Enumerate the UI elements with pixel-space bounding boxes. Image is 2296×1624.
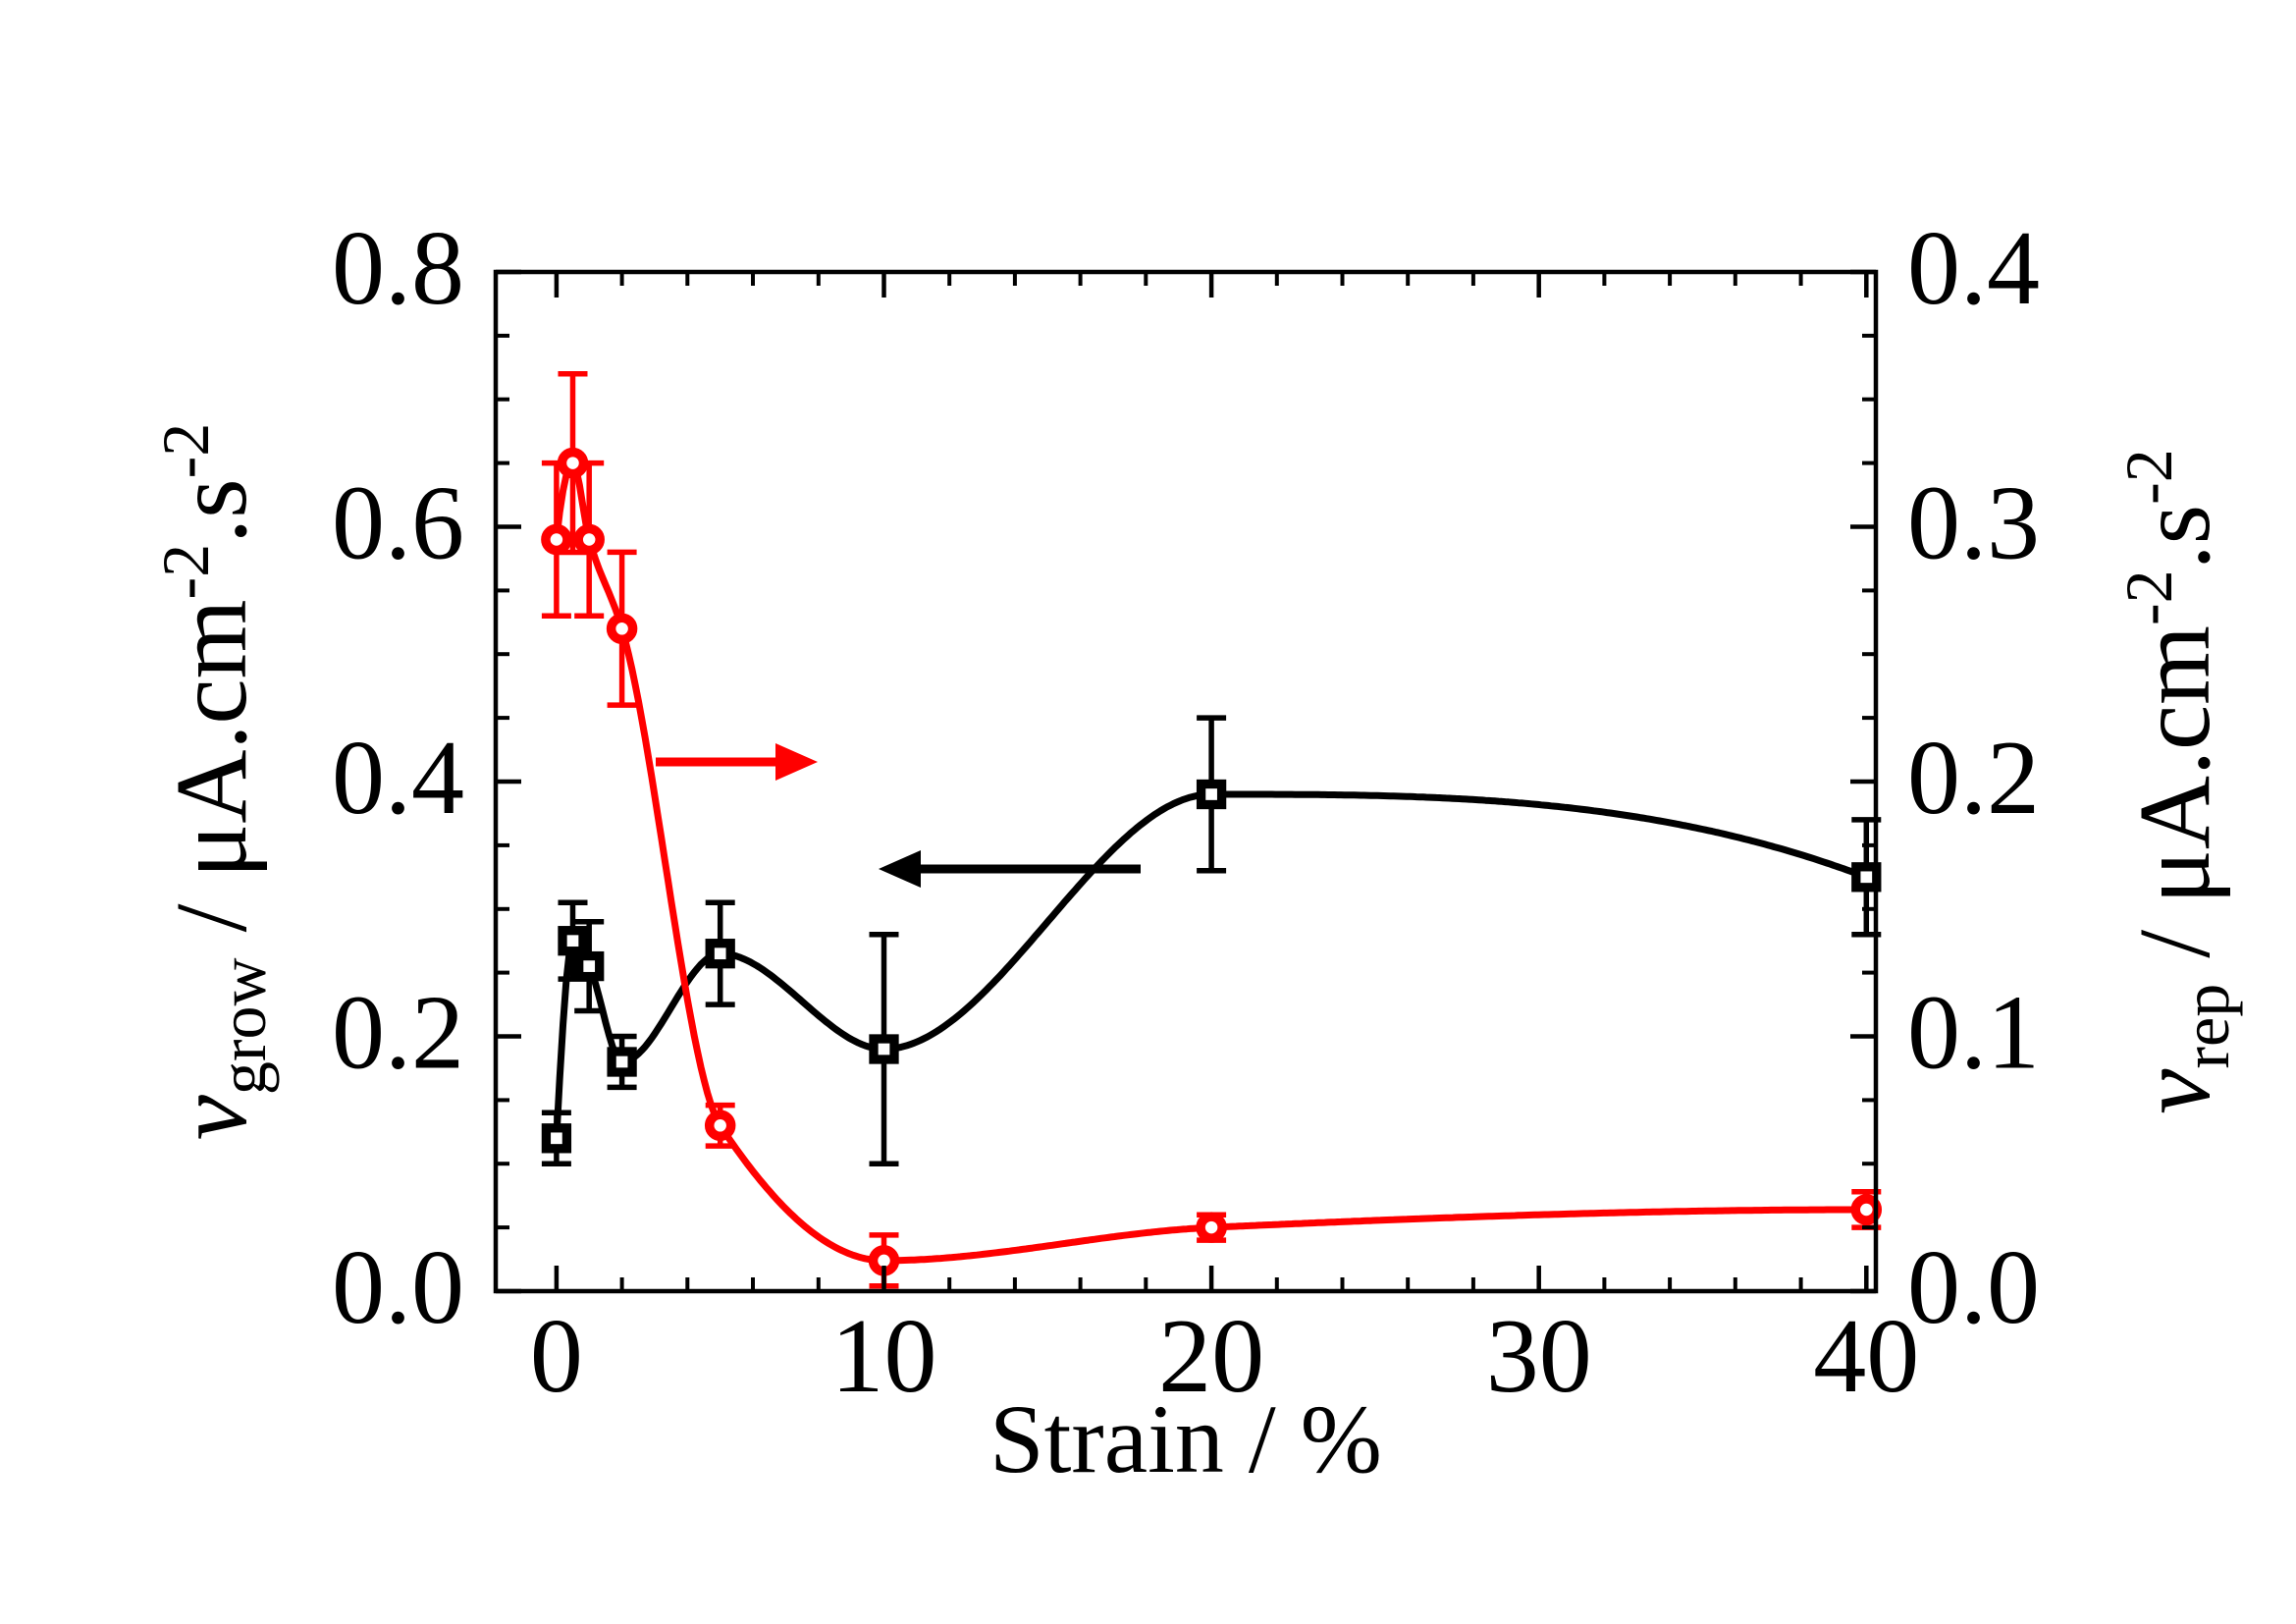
svg-text:0.4: 0.4 <box>1907 210 2040 327</box>
svg-text:0.0: 0.0 <box>332 1229 464 1346</box>
svg-text:vrep / μA.cm-2.s-2: vrep / μA.cm-2.s-2 <box>2111 449 2243 1114</box>
svg-text:0.3: 0.3 <box>1907 465 2040 582</box>
svg-text:0: 0 <box>530 1298 583 1415</box>
svg-text:0.2: 0.2 <box>332 975 464 1092</box>
svg-text:40: 40 <box>1813 1298 1919 1415</box>
svg-text:0.8: 0.8 <box>332 210 464 327</box>
svg-text:0.2: 0.2 <box>1907 720 2040 837</box>
svg-text:0.4: 0.4 <box>332 720 464 837</box>
svg-text:30: 30 <box>1486 1298 1592 1415</box>
svg-text:10: 10 <box>831 1298 937 1415</box>
svg-text:0.6: 0.6 <box>332 465 464 582</box>
svg-text:0.0: 0.0 <box>1907 1229 2040 1346</box>
svg-text:0.1: 0.1 <box>1907 975 2040 1092</box>
svg-text:vgrow / μA.cm-2.s-2: vgrow / μA.cm-2.s-2 <box>148 423 280 1141</box>
svg-text:Strain / %: Strain / % <box>989 1384 1382 1493</box>
